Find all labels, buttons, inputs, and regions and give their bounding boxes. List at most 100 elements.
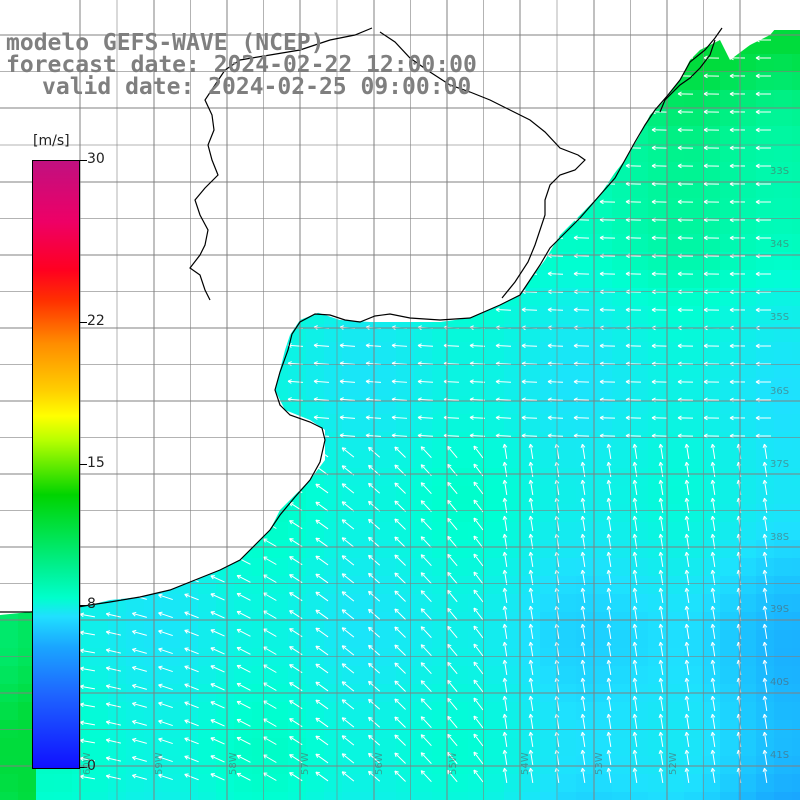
wind-cell [648, 342, 666, 360]
wind-arrow [420, 770, 432, 783]
wind-arrow [132, 701, 147, 708]
wind-arrow [394, 644, 406, 656]
wind-cell [594, 414, 612, 432]
wind-arrow [341, 519, 355, 530]
wind-cell [558, 774, 576, 792]
wind-arrow [677, 379, 694, 385]
wind-arrow [184, 611, 199, 619]
wind-arrow [394, 482, 406, 494]
wind-cell [270, 792, 288, 800]
wind-arrow [606, 731, 612, 748]
wind-cell [486, 324, 504, 342]
wind-arrow [755, 127, 772, 133]
wind-cell [378, 486, 396, 504]
wind-cell [774, 288, 792, 306]
wind-cell [648, 414, 666, 432]
wind-arrow [573, 235, 590, 241]
wind-arrow [521, 343, 538, 349]
wind-arrow [684, 713, 690, 730]
wind-cell [648, 198, 666, 216]
wind-cell [666, 432, 684, 450]
wind-cell [432, 756, 450, 774]
wind-cell [702, 378, 720, 396]
wind-cell [594, 378, 612, 396]
wind-cell [18, 792, 36, 800]
wind-cell [738, 612, 756, 630]
wind-cell [720, 324, 738, 342]
wind-cell [324, 576, 342, 594]
wind-cell [792, 774, 800, 792]
wind-arrow [502, 731, 508, 748]
wind-cell [684, 288, 702, 306]
wind-cell [630, 324, 648, 342]
wind-cell [198, 576, 216, 594]
wind-cell [504, 774, 522, 792]
wind-cell [270, 612, 288, 630]
wind-cell [540, 486, 558, 504]
wind-cell [720, 198, 738, 216]
wind-cell [522, 594, 540, 612]
longitude-label: 52W [668, 752, 679, 775]
wind-arrow [391, 343, 408, 348]
wind-cell [792, 378, 800, 396]
wind-arrow [651, 127, 668, 133]
wind-arrow [420, 752, 432, 765]
wind-cell [738, 774, 756, 792]
wind-arrow [658, 479, 664, 496]
wind-arrow [606, 605, 612, 622]
wind-arrow [158, 647, 173, 655]
wind-arrow [632, 749, 638, 766]
wind-arrow [729, 127, 746, 133]
wind-cell [648, 612, 666, 630]
wind-cell [486, 792, 504, 800]
wind-arrow [447, 697, 458, 711]
wind-cell [576, 324, 594, 342]
wind-cell [180, 666, 198, 684]
wind-arrow [420, 662, 432, 675]
wind-arrow [420, 680, 432, 693]
wind-cell [792, 756, 800, 774]
wind-arrow [755, 307, 772, 313]
wind-cell [450, 432, 468, 450]
wind-arrow [606, 569, 612, 586]
wind-cell [468, 504, 486, 522]
wind-cell [576, 306, 594, 324]
wind-cell [648, 630, 666, 648]
wind-arrow [236, 646, 251, 655]
wind-arrow [651, 343, 668, 349]
wind-cell [648, 306, 666, 324]
longitude-label: 56W [374, 752, 385, 775]
wind-cell [720, 612, 738, 630]
wind-cell [306, 738, 324, 756]
wind-arrow [710, 749, 716, 766]
wind-cell [792, 144, 800, 162]
wind-cell [702, 288, 720, 306]
wind-cell [630, 522, 648, 540]
wind-cell [774, 342, 792, 360]
wind-arrow [651, 415, 668, 421]
wind-arrow [132, 737, 147, 744]
wind-arrow [606, 443, 612, 460]
wind-arrow [473, 697, 484, 711]
wind-cell [648, 432, 666, 450]
latitude-label: 41S [770, 750, 790, 761]
wind-cell [666, 468, 684, 486]
wind-arrow [341, 447, 355, 458]
wind-cell [666, 666, 684, 684]
wind-cell [162, 738, 180, 756]
wind-cell [324, 396, 342, 414]
wind-cell [792, 792, 800, 800]
wind-cell [612, 666, 630, 684]
wind-cell [630, 666, 648, 684]
latitude-label: 40S [770, 677, 790, 688]
wind-arrow [502, 713, 508, 730]
wind-cell [360, 360, 378, 378]
wind-cell [648, 270, 666, 288]
wind-cell [252, 792, 270, 800]
wind-cell [396, 774, 414, 792]
wind-cell [720, 360, 738, 378]
wind-arrow [210, 737, 225, 745]
wind-arrow [632, 641, 638, 658]
wind-cell [342, 504, 360, 522]
wind-arrow [394, 716, 406, 728]
